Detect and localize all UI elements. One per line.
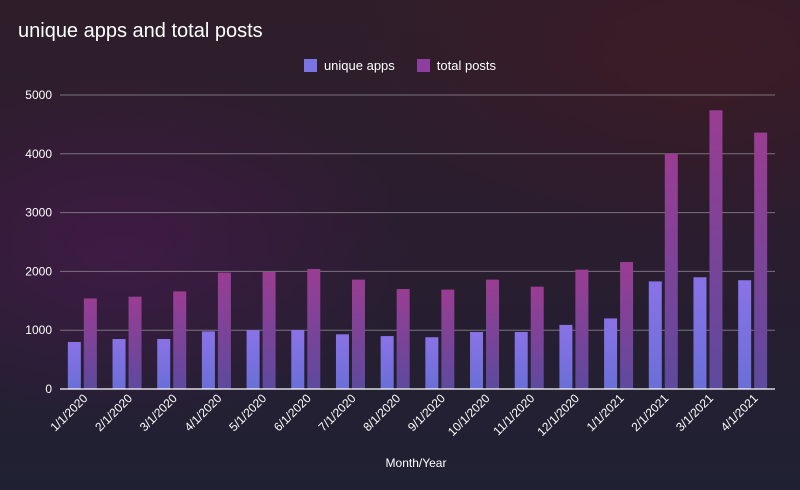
legend-label-unique-apps: unique apps bbox=[323, 58, 395, 73]
bar-unique-apps-10[interactable] bbox=[514, 331, 528, 389]
bar-total-posts-1[interactable] bbox=[128, 296, 142, 389]
bar-total-posts-7[interactable] bbox=[396, 289, 410, 389]
bar-total-posts-0[interactable] bbox=[83, 298, 97, 389]
bar-unique-apps-13[interactable] bbox=[648, 281, 662, 389]
bar-unique-apps-3[interactable] bbox=[201, 331, 215, 389]
legend-swatch-total-posts bbox=[416, 59, 430, 72]
y-tick-label-2000: 2000 bbox=[25, 264, 52, 278]
bar-unique-apps-12[interactable] bbox=[604, 318, 618, 389]
bar-total-posts-9[interactable] bbox=[486, 279, 500, 389]
bar-unique-apps-2[interactable] bbox=[157, 339, 171, 389]
x-tick-label-5: 6/1/2020 bbox=[271, 391, 314, 434]
x-tick-label-1: 2/1/2020 bbox=[92, 391, 135, 434]
legend-swatch-unique-apps bbox=[303, 59, 317, 72]
x-tick-label-9: 10/1/2020 bbox=[445, 391, 493, 439]
bar-total-posts-12[interactable] bbox=[620, 261, 634, 389]
bar-total-posts-10[interactable] bbox=[530, 286, 544, 389]
bar-total-posts-2[interactable] bbox=[173, 291, 187, 389]
x-tick-label-12: 1/1/2021 bbox=[584, 391, 627, 434]
bar-total-posts-5[interactable] bbox=[307, 269, 321, 389]
x-axis-title: Month/Year bbox=[386, 456, 447, 470]
bar-total-posts-11[interactable] bbox=[575, 269, 589, 389]
bar-total-posts-13[interactable] bbox=[664, 153, 678, 389]
x-tick-label-15: 4/1/2021 bbox=[718, 391, 761, 434]
x-tick-label-4: 5/1/2020 bbox=[226, 391, 269, 434]
x-tick-label-0: 1/1/2020 bbox=[48, 391, 91, 434]
legend: unique apps total posts bbox=[0, 58, 800, 73]
x-tick-label-2: 3/1/2020 bbox=[137, 391, 180, 434]
x-tick-label-10: 11/1/2020 bbox=[490, 391, 537, 438]
bar-total-posts-15[interactable] bbox=[754, 132, 768, 389]
x-tick-label-11: 12/1/2020 bbox=[534, 391, 582, 439]
y-tick-label-5000: 5000 bbox=[25, 88, 52, 102]
x-tick-label-8: 9/1/2020 bbox=[405, 391, 448, 434]
y-tick-label-1000: 1000 bbox=[25, 323, 52, 337]
bar-unique-apps-1[interactable] bbox=[112, 339, 126, 389]
bar-unique-apps-6[interactable] bbox=[335, 334, 349, 389]
bar-total-posts-6[interactable] bbox=[351, 279, 365, 389]
bar-unique-apps-4[interactable] bbox=[246, 330, 260, 389]
x-tick-label-7: 8/1/2020 bbox=[360, 391, 403, 434]
bar-total-posts-8[interactable] bbox=[441, 289, 455, 389]
legend-label-total-posts: total posts bbox=[436, 58, 497, 73]
chart-title: unique apps and total posts bbox=[18, 20, 263, 42]
bar-unique-apps-8[interactable] bbox=[425, 337, 439, 389]
bar-unique-apps-7[interactable] bbox=[380, 336, 394, 389]
bar-unique-apps-14[interactable] bbox=[693, 277, 707, 389]
bar-unique-apps-11[interactable] bbox=[559, 324, 573, 389]
y-tick-label-4000: 4000 bbox=[25, 147, 52, 161]
legend-item-total-posts[interactable]: total posts bbox=[416, 58, 497, 73]
bar-total-posts-4[interactable] bbox=[262, 271, 276, 389]
bar-unique-apps-15[interactable] bbox=[738, 280, 752, 389]
bar-unique-apps-0[interactable] bbox=[67, 341, 81, 389]
bar-unique-apps-5[interactable] bbox=[291, 330, 305, 389]
bar-total-posts-3[interactable] bbox=[217, 272, 231, 389]
legend-item-unique-apps[interactable]: unique apps bbox=[303, 58, 395, 73]
bars bbox=[67, 110, 768, 390]
x-tick-label-3: 4/1/2020 bbox=[182, 391, 225, 434]
y-tick-label-0: 0 bbox=[45, 382, 52, 396]
bar-unique-apps-9[interactable] bbox=[470, 331, 484, 389]
x-tick-label-6: 7/1/2020 bbox=[316, 391, 359, 434]
x-tick-label-14: 3/1/2021 bbox=[673, 391, 716, 434]
x-tick-label-13: 2/1/2021 bbox=[628, 391, 671, 434]
y-tick-label-3000: 3000 bbox=[25, 206, 52, 220]
bar-total-posts-14[interactable] bbox=[709, 110, 723, 390]
